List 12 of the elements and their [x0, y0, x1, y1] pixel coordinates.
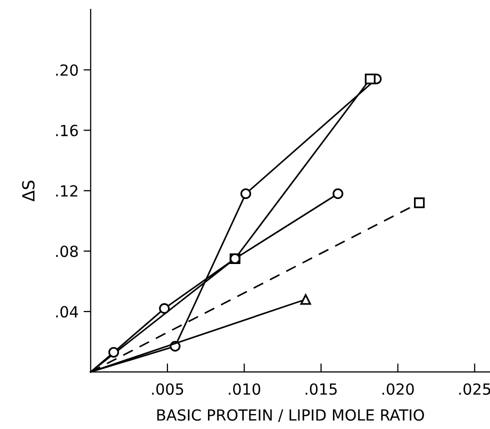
x-tick-label: .015 [306, 383, 337, 395]
x-axis-title: BASIC PROTEIN / LIPID MOLE RATIO [157, 409, 424, 422]
x-tick-label: .025 [459, 383, 490, 395]
y-tick-label: .12 [56, 185, 78, 196]
y-tick-label: .20 [56, 64, 78, 76]
x-tick-label: .020 [382, 383, 414, 395]
x-tick-label: .005 [152, 383, 184, 395]
y-tick-label: .16 [56, 124, 78, 136]
y-tick-label: .04 [56, 306, 78, 318]
x-tick-label: .010 [228, 383, 260, 395]
y-axis-title: ΔS [22, 180, 35, 202]
y-tick-label: .08 [56, 246, 78, 258]
